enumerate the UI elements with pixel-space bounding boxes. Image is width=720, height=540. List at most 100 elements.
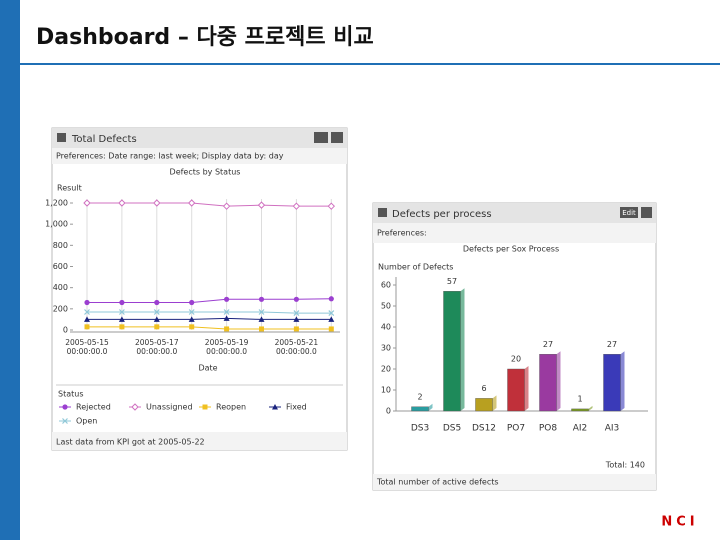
marker: [293, 310, 300, 316]
y-tick-label: 60: [381, 281, 391, 290]
legend-label: Rejected: [76, 403, 111, 412]
y-tick-label: 1,000: [45, 220, 68, 229]
bar-side: [524, 366, 529, 411]
chart-title: Defects by Status: [170, 168, 241, 177]
widget-footer: Last data from KPI got at 2005-05-22: [56, 438, 205, 447]
x-tick-label: 2005-05-21 00:00:00.0: [274, 338, 319, 356]
y-axis-label: Result: [57, 184, 82, 193]
bar: [475, 398, 493, 412]
widget-header: [52, 128, 347, 148]
bar-side: [428, 403, 433, 411]
preferences-bar: [373, 223, 656, 243]
y-tick-label: 800: [53, 241, 68, 250]
marker: [84, 316, 90, 322]
marker: [188, 316, 195, 322]
preferences: Preferences: Date range: last week; Disp…: [56, 152, 284, 161]
marker: [328, 296, 334, 302]
marker: [328, 310, 335, 316]
data-label: 27: [607, 340, 617, 349]
y-tick-label: 20: [381, 365, 391, 374]
x-tick-label: 2005-05-17 00:00:00.0: [135, 338, 179, 356]
widget-frame: [372, 202, 657, 491]
legend-marker: [131, 403, 139, 411]
data-label: 2: [417, 392, 422, 401]
marker: [328, 326, 334, 332]
legend-title: Status: [58, 390, 84, 399]
widget-title: Defects per process: [392, 209, 492, 220]
legend-marker: [62, 418, 68, 424]
marker: [258, 309, 265, 315]
marker: [222, 202, 231, 210]
series-line: [87, 317, 332, 320]
bar-side: [620, 351, 625, 411]
edit-button[interactable]: [620, 207, 638, 218]
data-label: 57: [447, 277, 457, 286]
bar-side: [492, 395, 497, 411]
marker: [259, 326, 264, 332]
marker: [223, 309, 230, 315]
x-tick-label: DS12: [472, 424, 496, 434]
widget-icon: [378, 208, 387, 217]
window-button[interactable]: [314, 132, 328, 143]
y-tick-label: 50: [381, 302, 391, 311]
x-tick-label: AI2: [573, 424, 588, 434]
x-axis-label: Date: [198, 364, 217, 373]
marker: [118, 199, 126, 207]
y-tick-label: 10: [381, 386, 391, 395]
bar: [507, 368, 525, 412]
x-tick-label: DS3: [411, 424, 429, 434]
legend-marker: [62, 404, 68, 410]
marker: [257, 201, 266, 209]
marker: [224, 326, 230, 332]
bar: [443, 291, 461, 412]
marker: [328, 316, 335, 322]
legend-marker: [272, 404, 278, 410]
data-label: 6: [481, 384, 486, 393]
series-line: [87, 311, 332, 314]
marker: [84, 299, 90, 306]
marker: [293, 326, 299, 332]
bar: [571, 408, 589, 412]
window-button[interactable]: [641, 207, 652, 218]
marker: [119, 324, 125, 330]
series-line: [87, 298, 332, 303]
y-tick-label: 40: [381, 323, 391, 332]
marker: [153, 309, 160, 315]
widget-footer: Total number of active defects: [376, 478, 499, 487]
x-tick-label: 2005-05-19 00:00:00.0: [204, 338, 249, 356]
widget-header: [373, 203, 656, 223]
marker: [153, 199, 161, 207]
marker: [187, 199, 196, 207]
x-tick-label: PO8: [539, 424, 558, 434]
data-label: 27: [543, 340, 553, 349]
edit-label[interactable]: Edit: [622, 209, 636, 217]
data-label: 1: [577, 394, 582, 403]
y-axis-label: Number of Defects: [378, 263, 453, 272]
marker: [189, 324, 195, 330]
window-button[interactable]: [331, 132, 343, 143]
marker: [154, 324, 160, 330]
y-tick-label: 200: [53, 304, 68, 313]
footer-bar: [373, 474, 656, 490]
slide-title: Dashboard – 다중 프로젝트 비교: [36, 25, 374, 50]
x-tick-label: PO7: [507, 424, 525, 434]
chart-title: Defects per Sox Process: [463, 245, 559, 254]
y-tick-label: 30: [381, 344, 391, 353]
marker: [188, 309, 195, 315]
side-bar: [0, 0, 20, 540]
marker: [154, 299, 160, 306]
y-tick-label: 400: [53, 283, 68, 292]
bar-side: [588, 405, 593, 411]
marker: [292, 202, 301, 210]
footer-bar: [52, 432, 347, 450]
legend-label: Open: [76, 417, 97, 426]
bar: [539, 354, 557, 412]
legend-label: Fixed: [286, 403, 307, 412]
marker: [153, 316, 160, 322]
marker: [119, 299, 125, 306]
legend-label: Unassigned: [146, 403, 193, 412]
marker: [223, 315, 230, 321]
series-line: [87, 326, 332, 330]
